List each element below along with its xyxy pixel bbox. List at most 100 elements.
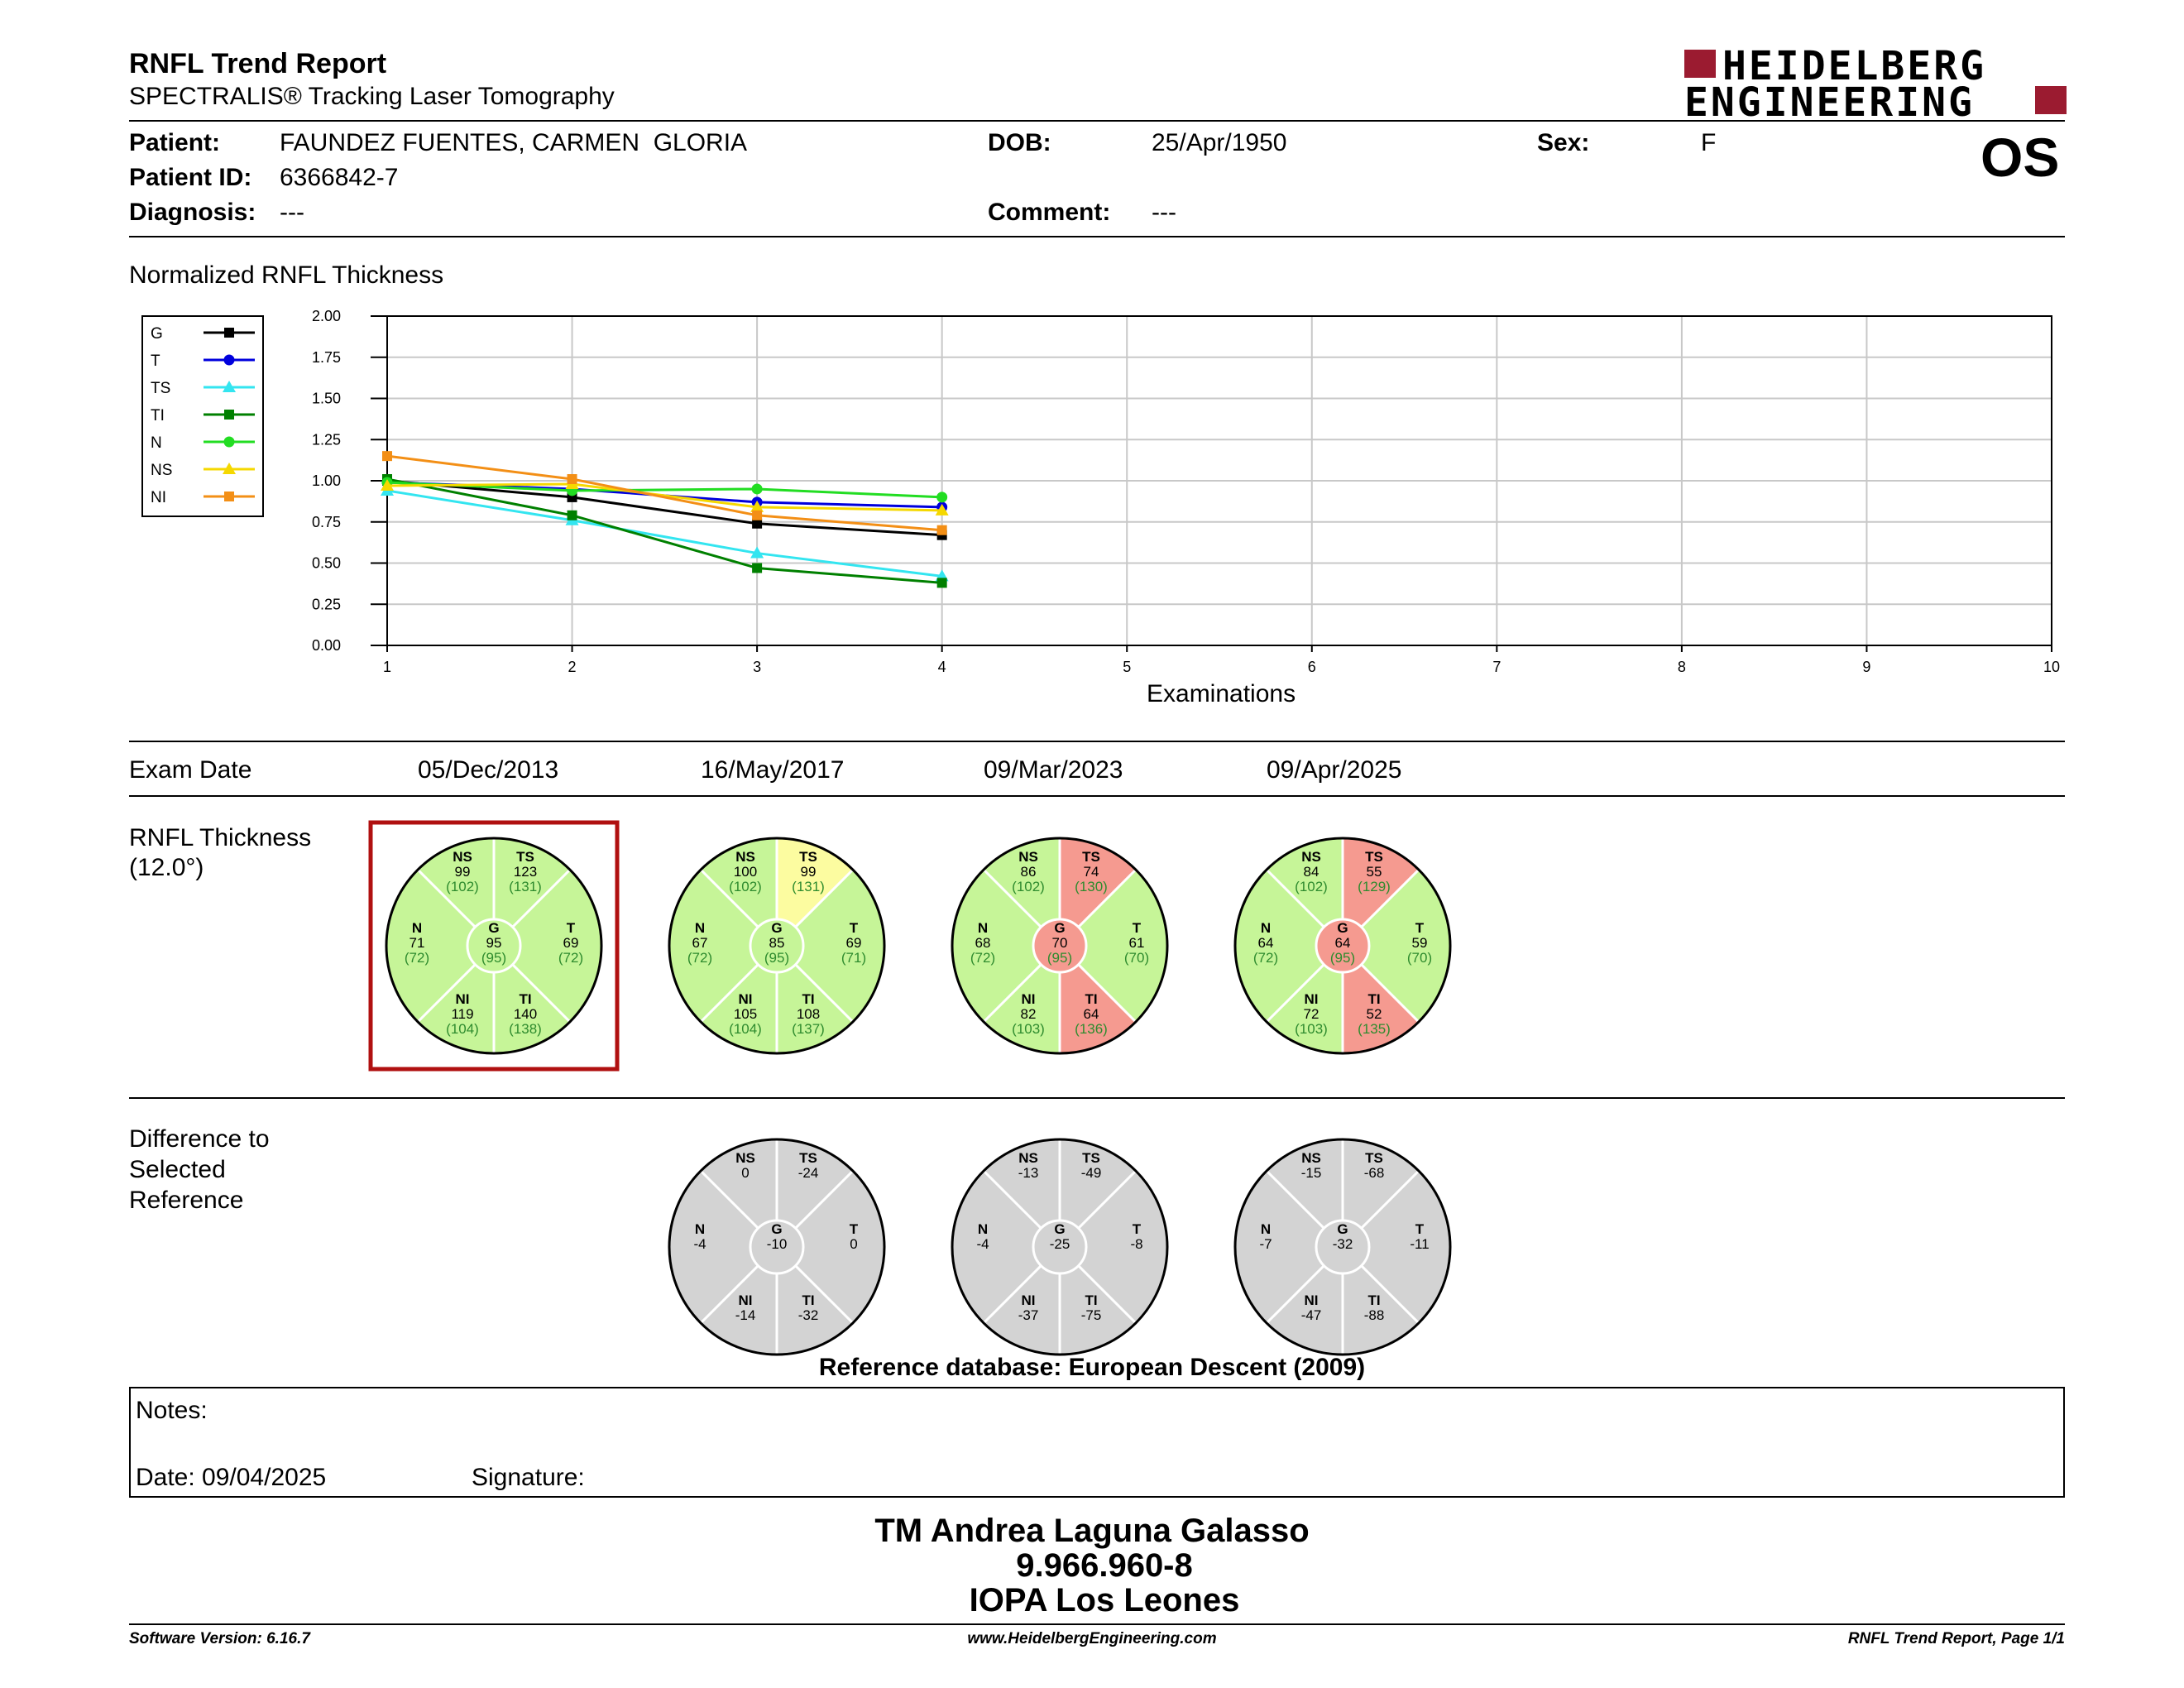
difference-exam-3-value-ti: -75 bbox=[1081, 1307, 1102, 1323]
thickness-exam-2-value-ts: 99 bbox=[801, 864, 817, 880]
software-version: Software Version: 6.16.7 bbox=[129, 1630, 310, 1647]
x-tick-label: 5 bbox=[1123, 659, 1131, 675]
thickness-exam-2-label-ti: TI bbox=[802, 991, 814, 1007]
thickness-exam-1-value-n: 71 bbox=[410, 935, 425, 951]
logo-red-block-top bbox=[1684, 50, 1716, 78]
difference-exam-2-value-ts: -24 bbox=[798, 1165, 819, 1181]
thickness-exam-2-divider bbox=[794, 869, 854, 928]
difference-exam-3-label-g: G bbox=[1054, 1221, 1065, 1237]
thickness-exam-2-sector-n bbox=[669, 870, 777, 1022]
difference-exam-4-divider bbox=[1266, 1264, 1325, 1324]
thickness-exam-4-label-ts: TS bbox=[1365, 849, 1383, 865]
difference-exam-2-sector-t bbox=[777, 1171, 884, 1323]
diagnosis-value: --- bbox=[280, 199, 304, 226]
difference-label-3: Reference bbox=[129, 1187, 244, 1214]
exam-date-1: 05/Dec/2013 bbox=[418, 756, 559, 784]
difference-exam-2-label-n: N bbox=[695, 1221, 705, 1237]
thickness-label: RNFL Thickness bbox=[129, 824, 312, 851]
thickness-exam-1-outer-ring bbox=[385, 837, 603, 1055]
thickness-exam-3-value-ti: 64 bbox=[1084, 1006, 1099, 1022]
difference-exam-3-divider bbox=[1077, 1264, 1137, 1324]
series-line-g bbox=[386, 479, 942, 537]
thickness-exam-4-value-g: 64 bbox=[1335, 935, 1351, 951]
thickness-exam-3-normal-ni: (103) bbox=[1012, 1021, 1045, 1037]
comment-label: Comment: bbox=[988, 199, 1111, 226]
thickness-exam-2-sector-g bbox=[750, 919, 803, 972]
thickness-exam-1-label-ts: TS bbox=[516, 849, 534, 865]
x-tick-label: 3 bbox=[753, 659, 761, 675]
thickness-exam-1-label-n: N bbox=[412, 920, 422, 936]
thickness-exam-3-sector-ns bbox=[984, 838, 1060, 946]
difference-exam-2-sector-ni bbox=[701, 1247, 777, 1355]
difference-exam-4-label-ts: TS bbox=[1365, 1150, 1383, 1166]
thickness-exam-4-value-ti: 52 bbox=[1367, 1006, 1382, 1022]
difference-exam-2-label-ti: TI bbox=[802, 1292, 814, 1308]
thickness-exam-4-value-n: 64 bbox=[1258, 935, 1274, 951]
signer-name: TM Andrea Laguna Galasso bbox=[874, 1513, 1310, 1549]
thickness-exam-1-label-g: G bbox=[488, 920, 499, 936]
legend-marker bbox=[223, 354, 235, 366]
thickness-exam-2-value-ti: 108 bbox=[797, 1006, 820, 1022]
exam-date-2: 16/May/2017 bbox=[701, 756, 845, 784]
difference-exam-2-sector-ns bbox=[701, 1139, 777, 1247]
thickness-exam-1-value-ts: 123 bbox=[514, 864, 537, 880]
chart-xlabel: Examinations bbox=[1147, 680, 1296, 707]
legend-marker bbox=[224, 410, 234, 420]
thickness-exam-4-label-t: T bbox=[1415, 920, 1425, 936]
difference-exam-4-value-ni: -47 bbox=[1301, 1307, 1322, 1323]
x-tick-label: 7 bbox=[1492, 659, 1501, 675]
thickness-exam-3-normal-n: (72) bbox=[970, 950, 995, 966]
thickness-exam-3-label-t: T bbox=[1133, 920, 1142, 936]
difference-exam-3-sector-ni bbox=[984, 1247, 1060, 1355]
difference-exam-3-value-ni: -37 bbox=[1018, 1307, 1039, 1323]
thickness-exam-4-value-ni: 72 bbox=[1304, 1006, 1320, 1022]
thickness-exam-3-sector-g bbox=[1033, 919, 1086, 972]
legend-label: N bbox=[151, 434, 162, 452]
y-tick-label: 1.75 bbox=[312, 349, 341, 366]
legend-marker bbox=[223, 381, 236, 392]
logo-line-2: ENGINEERING bbox=[1684, 79, 1975, 126]
thickness-exam-4-value-ts: 55 bbox=[1367, 864, 1382, 880]
difference-circles: NS0TS-24N-4G-10T0NI-14TI-32NS-13TS-49N-4… bbox=[668, 1138, 1452, 1356]
exam-date-label: Exam Date bbox=[129, 756, 252, 784]
difference-exam-2-sector-ts bbox=[777, 1139, 853, 1247]
thickness-exam-3-value-ts: 74 bbox=[1084, 864, 1099, 880]
footer-website[interactable]: www.HeidelbergEngineering.com bbox=[967, 1630, 1217, 1647]
thickness-exam-2-sector-ti bbox=[777, 946, 853, 1053]
thickness-exam-1-divider bbox=[511, 963, 571, 1023]
difference-exam-3-sector-g bbox=[1033, 1220, 1086, 1273]
signer-institution: IOPA Los Leones bbox=[969, 1582, 1240, 1618]
thickness-exam-3-label-ts: TS bbox=[1082, 849, 1100, 865]
legend-marker bbox=[224, 328, 234, 338]
thickness-exam-2-normal-ts: (131) bbox=[792, 879, 825, 894]
patient-divider bbox=[129, 236, 2065, 237]
exam-top-divider bbox=[129, 741, 2065, 742]
exam-date-4: 09/Apr/2025 bbox=[1267, 756, 1402, 784]
thickness-exam-4-normal-n: (72) bbox=[1253, 950, 1278, 966]
y-tick-label: 0.25 bbox=[312, 596, 341, 612]
thickness-exam-2-sector-ts bbox=[777, 838, 853, 946]
difference-exam-4-label-t: T bbox=[1415, 1221, 1425, 1237]
thickness-exam-2-value-ns: 100 bbox=[734, 864, 757, 880]
patient-label: Patient: bbox=[129, 129, 221, 156]
data-point-ts bbox=[750, 546, 764, 559]
y-tick-label: 1.25 bbox=[312, 431, 341, 448]
thickness-exam-1-label-ni: NI bbox=[456, 991, 470, 1007]
thickness-exam-3-value-ni: 82 bbox=[1021, 1006, 1037, 1022]
difference-exam-2-divider bbox=[700, 1170, 759, 1230]
thickness-exam-2-inner-ring bbox=[749, 918, 805, 974]
thickness-exam-3-value-ns: 86 bbox=[1021, 864, 1037, 880]
difference-exam-2-inner-ring bbox=[749, 1219, 805, 1275]
chart-title: Normalized RNFL Thickness bbox=[129, 261, 444, 289]
difference-exam-3-sector-n bbox=[952, 1171, 1060, 1323]
thickness-exam-2-value-n: 67 bbox=[692, 935, 708, 951]
thickness-exam-3-normal-ts: (130) bbox=[1075, 879, 1108, 894]
thickness-exam-1-divider bbox=[417, 963, 477, 1023]
difference-exam-2-label-ts: TS bbox=[799, 1150, 817, 1166]
difference-exam-4-label-ns: NS bbox=[1301, 1150, 1321, 1166]
difference-exam-4-sector-ti bbox=[1343, 1247, 1419, 1355]
thickness-exam-4-sector-g bbox=[1316, 919, 1369, 972]
thickness-exam-1-divider bbox=[417, 869, 477, 928]
x-tick-label: 1 bbox=[383, 659, 391, 675]
y-tick-label: 1.50 bbox=[312, 391, 341, 407]
